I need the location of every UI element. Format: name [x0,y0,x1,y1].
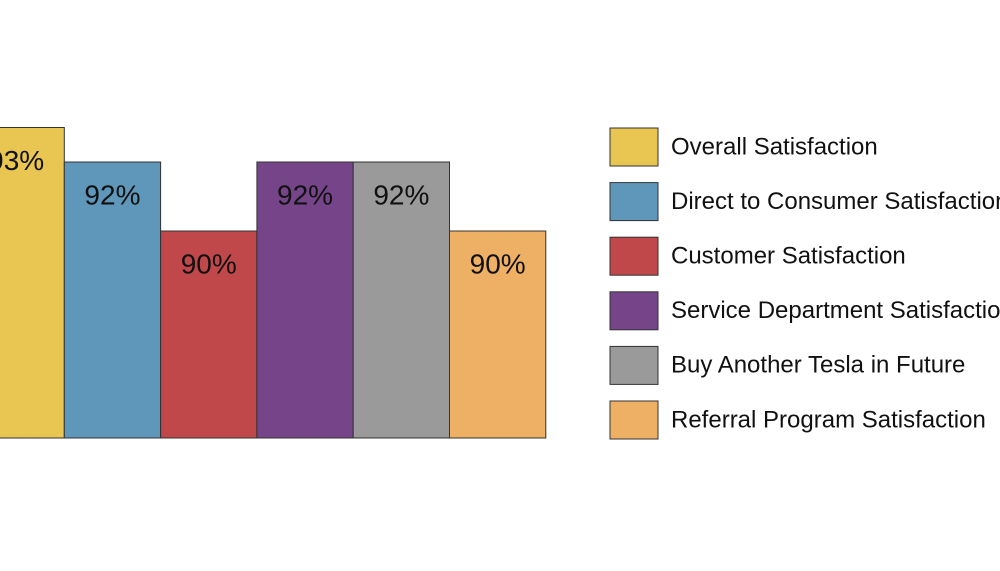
value-label: 92% [84,179,140,210]
legend-label: Buy Another Tesla in Future [671,352,965,379]
value-label: 93% [0,145,44,176]
legend-label: Service Department Satisfaction [671,297,1000,324]
bar [449,230,547,439]
legend-swatch [609,291,659,331]
bar [352,161,451,439]
value-label: 92% [373,179,429,210]
legend-label: Referral Program Satisfaction [671,406,986,433]
legend-swatch [609,400,659,440]
value-label: 92% [277,179,333,210]
legend-label: Overall Satisfaction [671,133,878,160]
bar [160,230,258,439]
legend-label: Direct to Consumer Satisfaction [671,188,1000,215]
bar [63,161,162,439]
legend-swatch [609,182,659,222]
legend-swatch [609,345,659,385]
legend-swatch [609,127,659,167]
value-label: 90% [470,248,526,279]
value-label: 90% [181,248,237,279]
legend-label: Customer Satisfaction [671,243,906,270]
bar [0,127,65,439]
bar [256,161,354,439]
legend-swatch [609,236,659,276]
